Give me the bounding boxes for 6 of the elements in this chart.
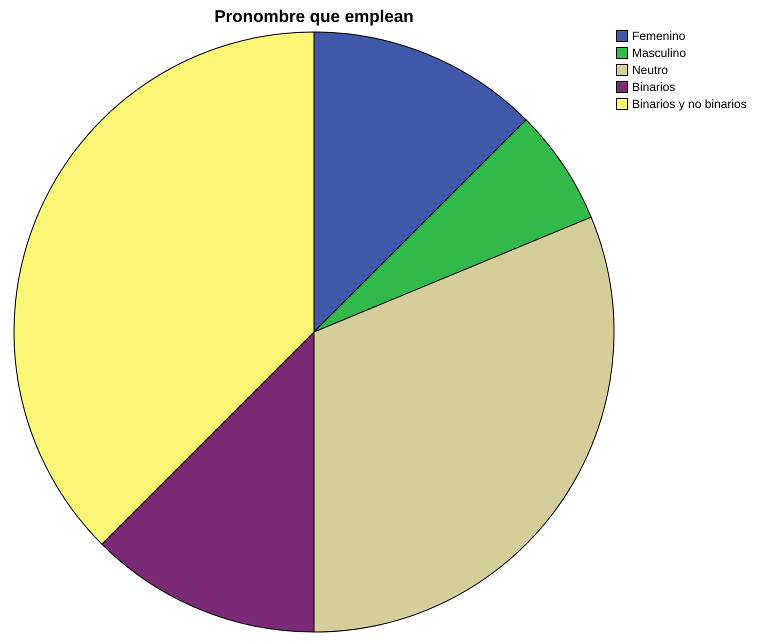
chart-title: Pronombre que emplean: [214, 7, 414, 26]
legend-label: Masculino: [632, 46, 686, 60]
legend-label: Neutro: [632, 63, 668, 77]
legend-label: Femenino: [632, 29, 686, 43]
legend-label: Binarios: [632, 80, 676, 94]
legend-label: Binarios y no binarios: [632, 97, 747, 111]
